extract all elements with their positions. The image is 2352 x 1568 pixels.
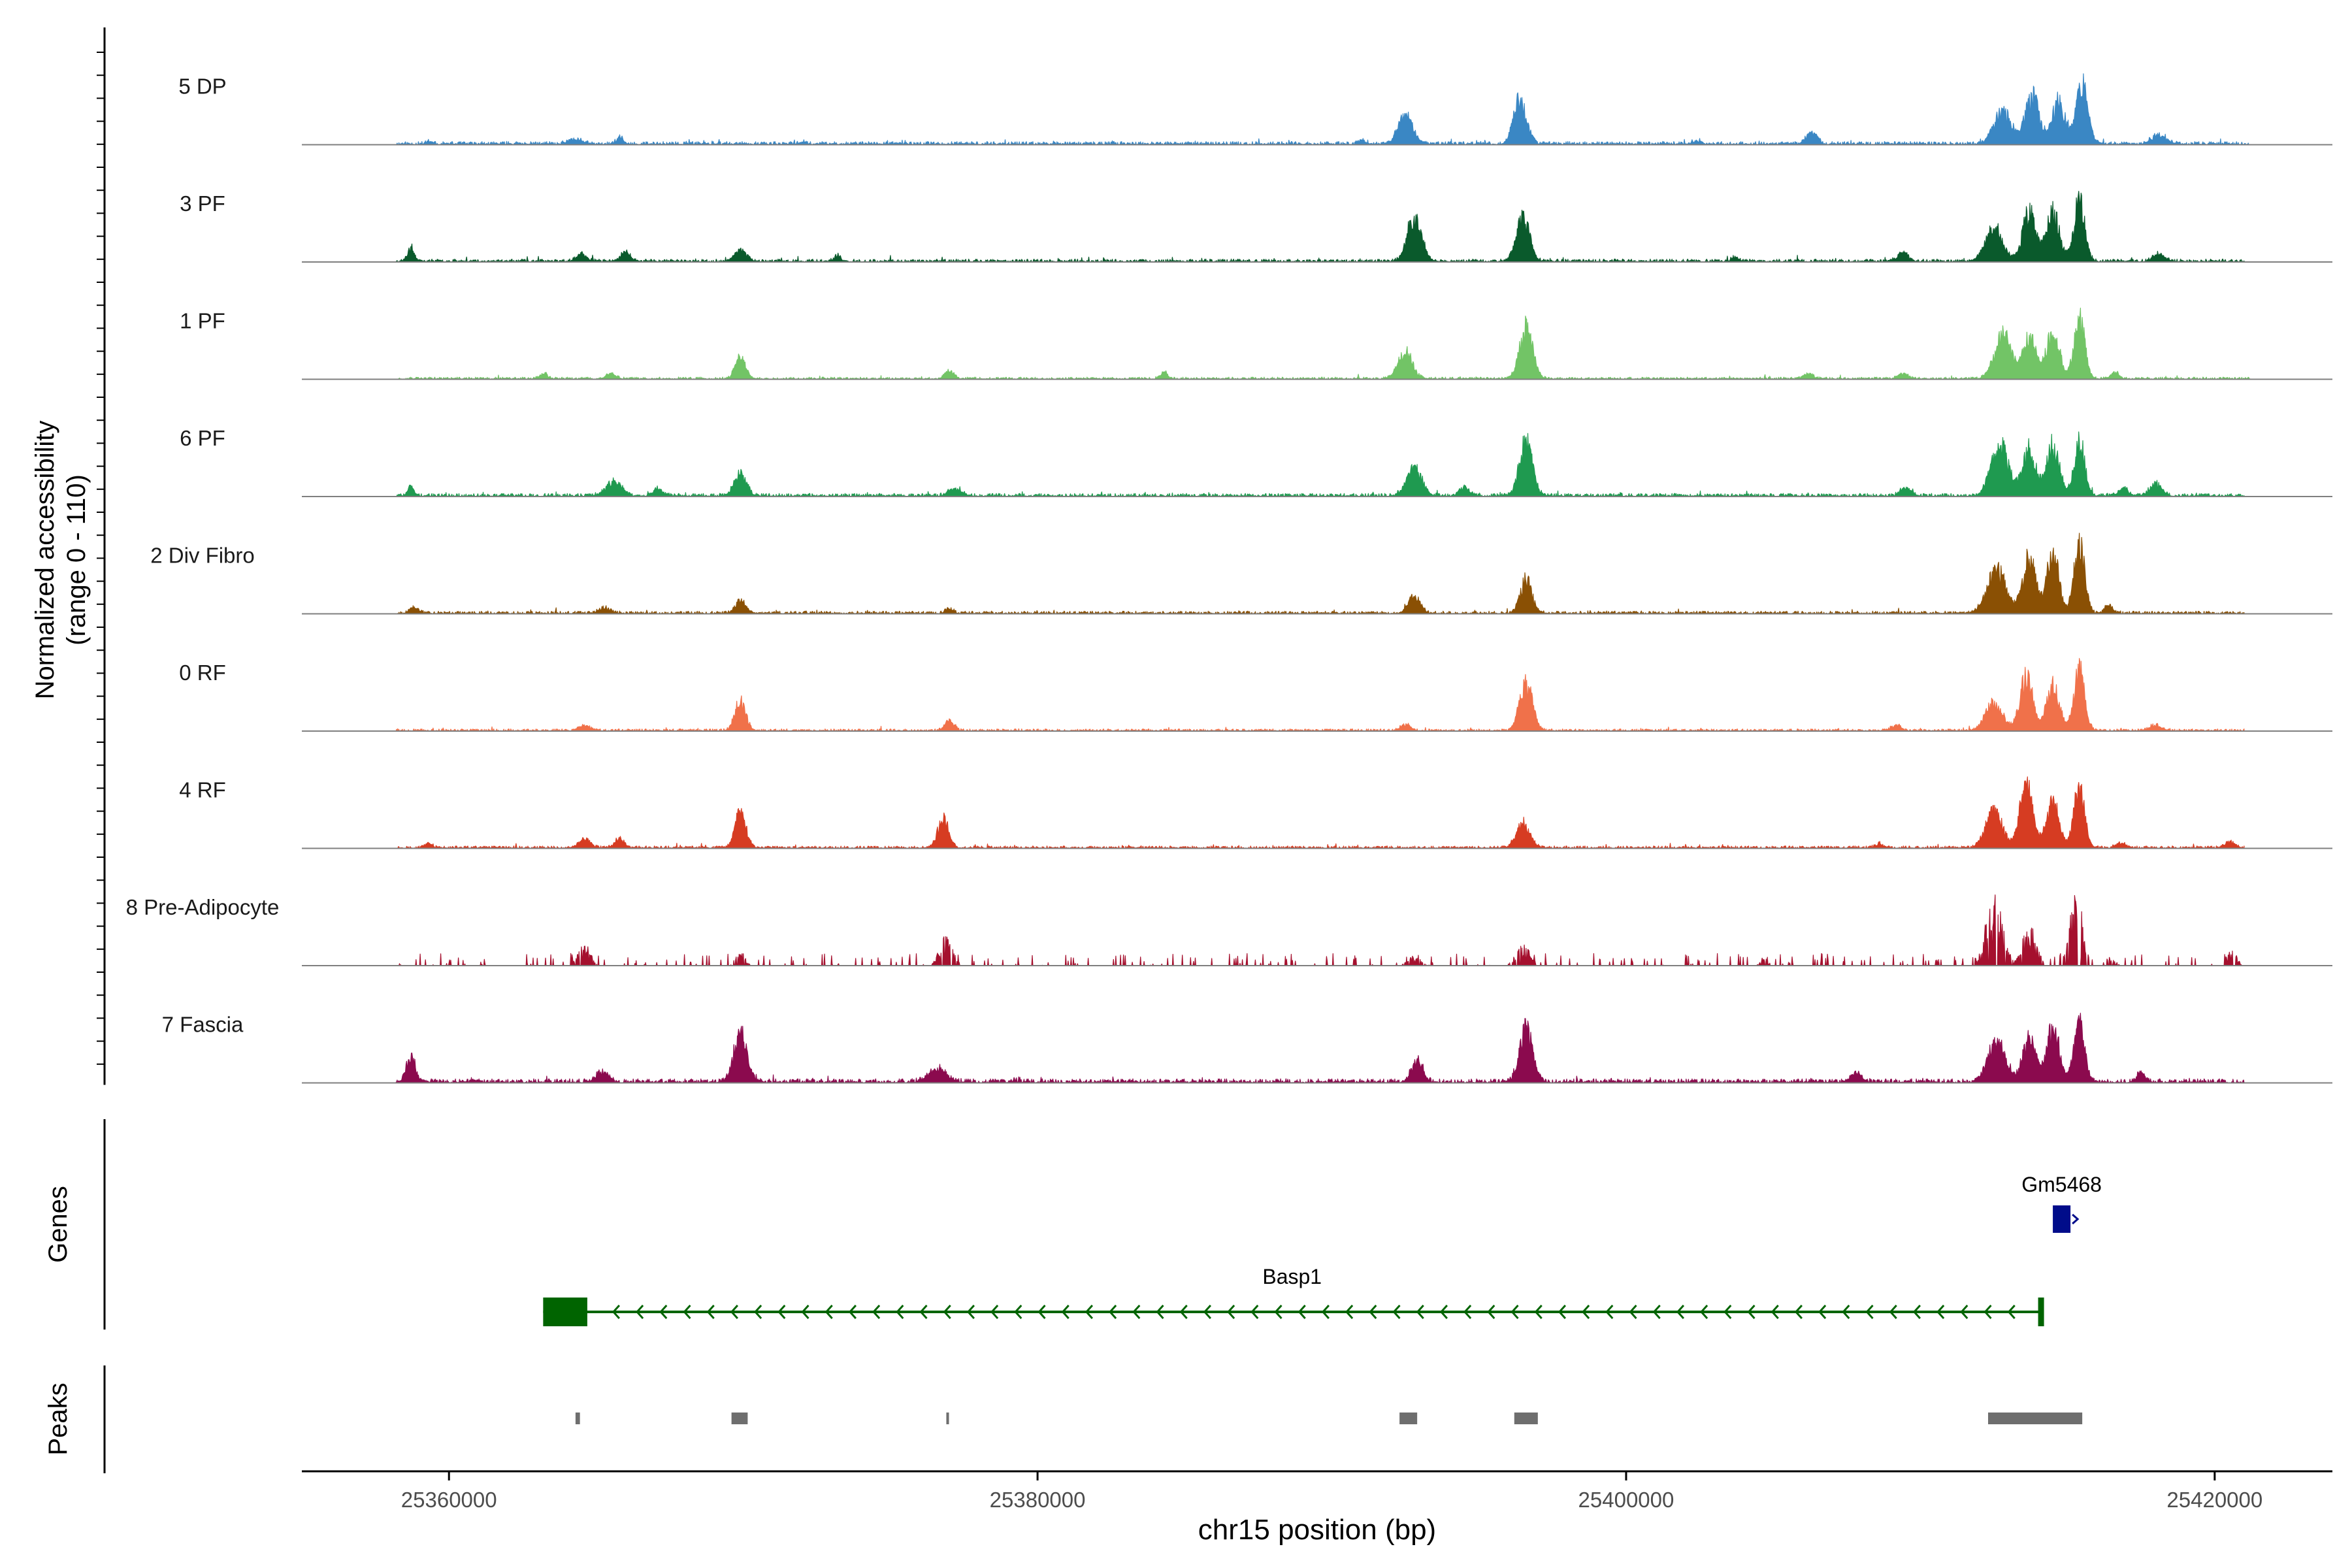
coverage-area (396, 1013, 2244, 1083)
track-3-pf: 3 PF (180, 191, 2332, 262)
track-7-fascia: 7 Fascia (162, 1013, 2332, 1083)
genes-panel-label: Genes (44, 1186, 73, 1263)
peak-region (1399, 1413, 1417, 1424)
coverage-area (396, 777, 2244, 849)
x-axis-title: chr15 position (bp) (1198, 1514, 1436, 1546)
genes-panel: Genes Gm5468 Basp1 (44, 1119, 2102, 1330)
gene-label: Basp1 (1262, 1265, 1322, 1288)
track-label: 1 PF (180, 309, 225, 333)
track-label: 4 RF (179, 778, 226, 802)
x-tick-label: 25420000 (2166, 1488, 2262, 1512)
peak-region (1988, 1413, 2082, 1424)
coverage-figure: 5 DP 3 PF 1 PF 6 PF 2 Div Fibro 0 RF 4 RF 8 Pre… (0, 0, 2352, 1568)
gene-exon (2053, 1205, 2070, 1233)
strand-arrow (2072, 1215, 2078, 1224)
coverage-tracks: 5 DP 3 PF 1 PF 6 PF 2 Div Fibro 0 RF 4 RF 8 Pre… (97, 27, 2332, 1085)
track-label: 2 Div Fibro (150, 544, 255, 568)
track-label: 3 PF (180, 191, 225, 216)
gene-basp1: Basp1 (543, 1265, 2044, 1326)
coverage-area (396, 308, 2250, 380)
y-axis-title-line2: (range 0 - 110) (62, 474, 91, 645)
track-5-dp: 5 DP (178, 74, 2332, 145)
track-label: 0 RF (179, 661, 226, 685)
coverage-area (396, 659, 2244, 731)
peak-region (732, 1413, 748, 1424)
x-tick-label: 25360000 (401, 1488, 497, 1512)
x-tick-label: 25380000 (990, 1488, 1086, 1512)
y-axis-label: Normalized accessibility (range 0 - 110) (31, 421, 91, 700)
gene-label: Gm5468 (2021, 1173, 2102, 1196)
coverage-area (396, 74, 2250, 145)
track-label: 7 Fascia (162, 1013, 244, 1037)
coverage-area (396, 533, 2244, 613)
track-2-div-fibro: 2 Div Fibro (150, 533, 2332, 613)
peak-region (946, 1413, 949, 1424)
track-4-rf: 4 RF (179, 777, 2332, 849)
peak-region (576, 1413, 580, 1424)
track-0-rf: 0 RF (179, 659, 2332, 731)
gene-exon (543, 1298, 587, 1326)
track-1-pf: 1 PF (180, 308, 2332, 380)
y-axis-title-line1: Normalized accessibility (31, 421, 59, 700)
track-6-pf: 6 PF (180, 426, 2332, 497)
track-label: 5 DP (178, 74, 226, 99)
coverage-area (396, 432, 2244, 497)
track-8-pre-adipocyte: 8 Pre-Adipocyte (126, 895, 2332, 966)
coverage-area (396, 895, 2244, 966)
gene-exon (2038, 1298, 2044, 1326)
peaks-panel: Peaks (44, 1365, 2082, 1473)
peak-region (1514, 1413, 1538, 1424)
x-tick-label: 25400000 (1578, 1488, 1674, 1512)
peaks-panel-label: Peaks (44, 1382, 73, 1455)
coverage-area (396, 191, 2244, 262)
track-label: 6 PF (180, 426, 225, 450)
x-axis: 25360000 25380000 25400000 25420000 chr15 po… (302, 1471, 2332, 1546)
track-label: 8 Pre-Adipocyte (126, 895, 280, 919)
gene-gm5468: Gm5468 (2021, 1173, 2102, 1233)
